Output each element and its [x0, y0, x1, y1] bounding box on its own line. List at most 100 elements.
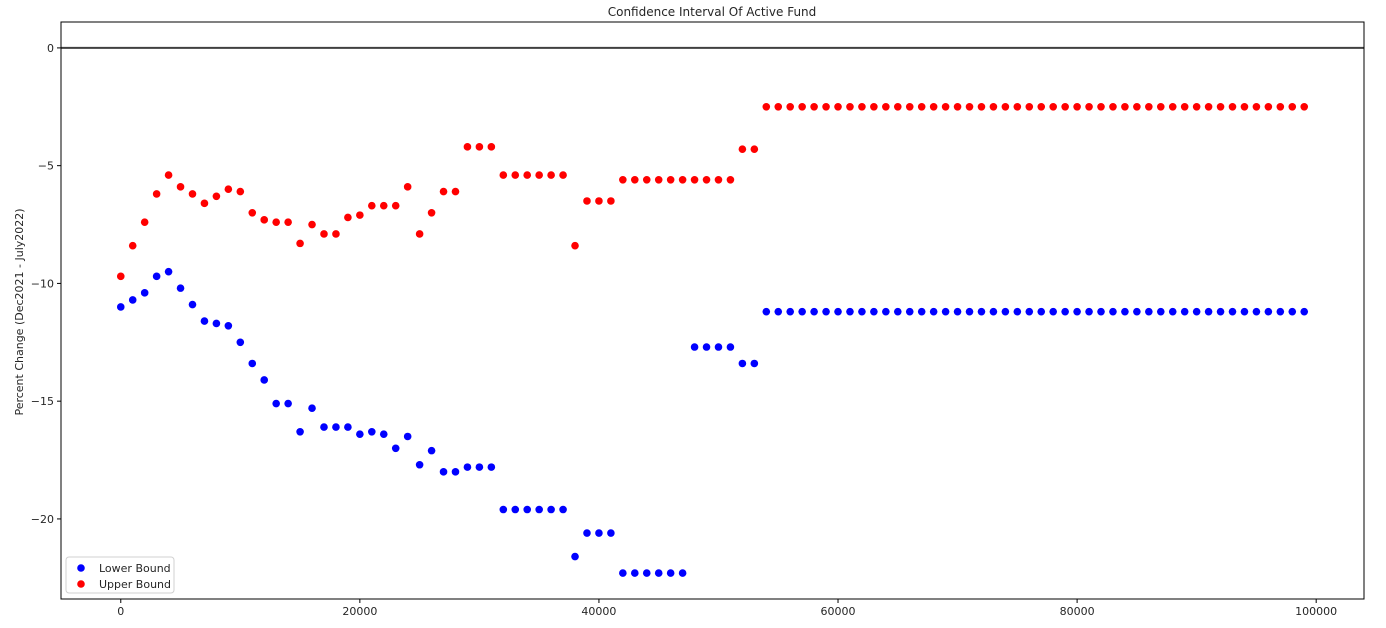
data-point [236, 338, 245, 347]
data-point [846, 307, 854, 316]
data-point [989, 102, 998, 111]
data-point [702, 343, 711, 351]
data-point [858, 307, 866, 316]
data-point [905, 102, 914, 111]
data-point [1228, 102, 1237, 111]
data-point [810, 307, 818, 316]
series-lower-bound [116, 267, 1309, 577]
data-point [583, 529, 591, 537]
data-point [463, 463, 472, 471]
plot-area [61, 46, 1364, 577]
data-point [140, 218, 149, 226]
data-point [630, 175, 639, 184]
data-point [870, 102, 878, 111]
data-point [1133, 307, 1141, 316]
data-point [415, 230, 424, 238]
data-point [499, 171, 508, 179]
data-point [1216, 307, 1225, 316]
data-point [463, 143, 472, 151]
data-point [1288, 102, 1297, 111]
data-point [1192, 307, 1201, 316]
data-point [116, 272, 125, 281]
data-point [427, 208, 436, 217]
data-point [619, 175, 627, 184]
data-point [941, 307, 950, 316]
data-point [1109, 102, 1117, 111]
data-point [642, 175, 651, 184]
data-point [893, 307, 902, 316]
data-point [798, 307, 806, 316]
data-point [738, 145, 747, 153]
data-point [1049, 307, 1057, 316]
data-point [559, 505, 567, 514]
data-point [1145, 102, 1153, 111]
data-point [152, 190, 161, 198]
data-point [535, 505, 543, 514]
data-point [451, 468, 460, 476]
data-point [941, 102, 950, 111]
y-tick-label: −10 [31, 277, 54, 290]
legend-label: Upper Bound [99, 578, 171, 591]
data-point [1204, 102, 1213, 111]
data-point [1049, 102, 1057, 111]
data-point [1264, 102, 1273, 111]
data-point [750, 145, 759, 153]
data-point [1180, 102, 1189, 111]
data-point [320, 230, 328, 238]
data-point [786, 307, 795, 316]
data-point [200, 317, 209, 325]
data-point [260, 376, 269, 384]
data-point [750, 359, 759, 368]
data-point [379, 430, 388, 438]
data-point [1192, 102, 1201, 111]
data-point [595, 529, 603, 537]
data-point [176, 284, 185, 292]
data-point [595, 197, 603, 205]
data-point [523, 505, 532, 514]
data-point [535, 171, 543, 179]
data-point [547, 505, 555, 514]
data-point [415, 460, 424, 469]
data-point [356, 430, 364, 438]
data-point [1276, 102, 1285, 111]
data-point [1240, 102, 1249, 111]
data-point [929, 102, 938, 111]
data-point [1276, 307, 1285, 316]
data-point [475, 463, 484, 471]
data-point [296, 427, 304, 436]
data-point [1156, 102, 1165, 111]
data-point [1013, 307, 1022, 316]
y-tick-label: −20 [31, 513, 54, 526]
axes: 0 20000 40000 60000 80000 100000 0 −5 −10 −15 −20 [31, 21, 1365, 618]
data-point [953, 102, 962, 111]
x-tick-label: 80000 [1060, 605, 1095, 618]
data-point [917, 102, 926, 111]
data-point [1037, 102, 1046, 111]
data-point [164, 267, 173, 276]
data-point [619, 569, 627, 577]
data-point [666, 569, 675, 577]
data-point [965, 307, 974, 316]
data-point [308, 404, 316, 413]
data-point [260, 216, 269, 224]
data-point [320, 423, 328, 431]
data-point [858, 102, 866, 111]
data-point [547, 171, 555, 179]
data-point [654, 569, 663, 577]
data-point [1073, 307, 1081, 316]
y-axis-title: Percent Change (Dec2021 - July2022) [13, 208, 26, 415]
data-point [140, 289, 149, 297]
legend-marker [77, 580, 85, 588]
y-tick-label: −15 [31, 395, 54, 408]
data-point [332, 423, 340, 431]
data-point [439, 468, 448, 476]
data-point [523, 171, 532, 179]
data-point [774, 307, 783, 316]
data-point [1240, 307, 1249, 316]
data-point [977, 307, 986, 316]
data-point [1085, 307, 1093, 316]
data-point [822, 307, 830, 316]
legend: Lower Bound Upper Bound [65, 556, 175, 594]
data-point [212, 319, 221, 328]
